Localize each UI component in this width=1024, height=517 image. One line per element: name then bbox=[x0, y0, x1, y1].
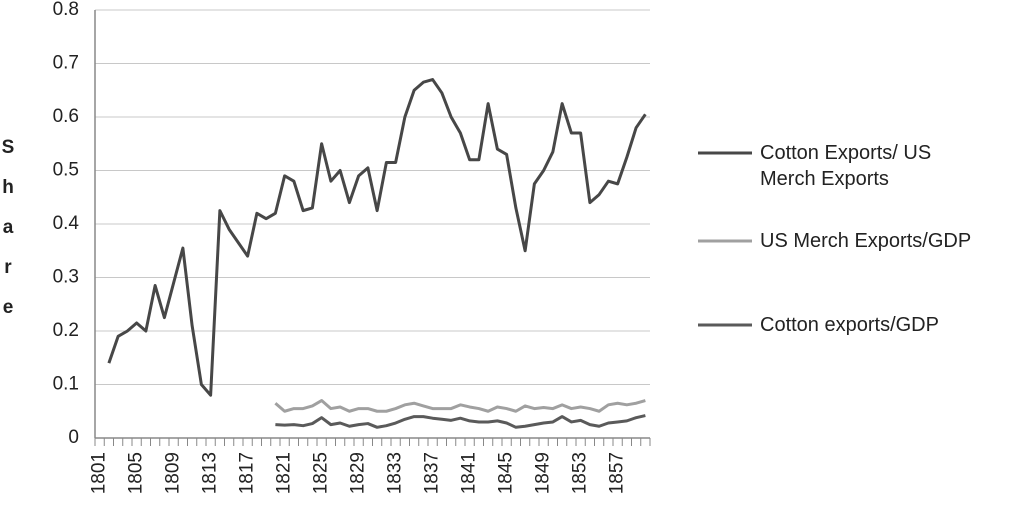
y-tick-label: 0.7 bbox=[53, 53, 79, 74]
x-tick-label: 1853 bbox=[570, 452, 591, 494]
x-tick-label: 1805 bbox=[126, 452, 147, 494]
x-tick-label: 1809 bbox=[163, 452, 184, 494]
y-tick-label: 0.2 bbox=[53, 320, 79, 341]
x-tick-label: 1845 bbox=[496, 452, 517, 494]
y-tick-label: 0.5 bbox=[53, 160, 79, 181]
x-tick-label: 1813 bbox=[200, 452, 221, 494]
series-line bbox=[107, 78, 647, 397]
y-tick-label: 0.8 bbox=[53, 0, 79, 20]
series-line bbox=[275, 414, 646, 429]
y-tick-label: 0.6 bbox=[53, 106, 79, 127]
x-tick-label: 1837 bbox=[422, 452, 443, 494]
legend-label: Cotton Exports/ US Merch Exports bbox=[760, 142, 932, 190]
x-tick-label: 1825 bbox=[311, 452, 332, 494]
x-tick-label: 1857 bbox=[607, 452, 628, 494]
x-tick-label: 1801 bbox=[89, 452, 110, 494]
y-tick-label: 0.3 bbox=[53, 267, 79, 288]
legend-label: US Merch Exports/GDP bbox=[760, 230, 972, 252]
legend-label: Cotton exports/GDP bbox=[760, 314, 939, 336]
series-line bbox=[274, 399, 646, 413]
y-tick-label: 0 bbox=[68, 427, 79, 448]
y-tick-label: 0.1 bbox=[53, 374, 79, 395]
x-tick-label: 1849 bbox=[533, 452, 554, 494]
x-tick-label: 1841 bbox=[459, 452, 480, 494]
x-tick-label: 1833 bbox=[385, 452, 406, 494]
y-tick-label: 0.4 bbox=[53, 213, 80, 234]
x-tick-label: 1829 bbox=[348, 452, 369, 494]
x-tick-label: 1821 bbox=[274, 452, 295, 494]
x-tick-label: 1817 bbox=[237, 452, 258, 494]
